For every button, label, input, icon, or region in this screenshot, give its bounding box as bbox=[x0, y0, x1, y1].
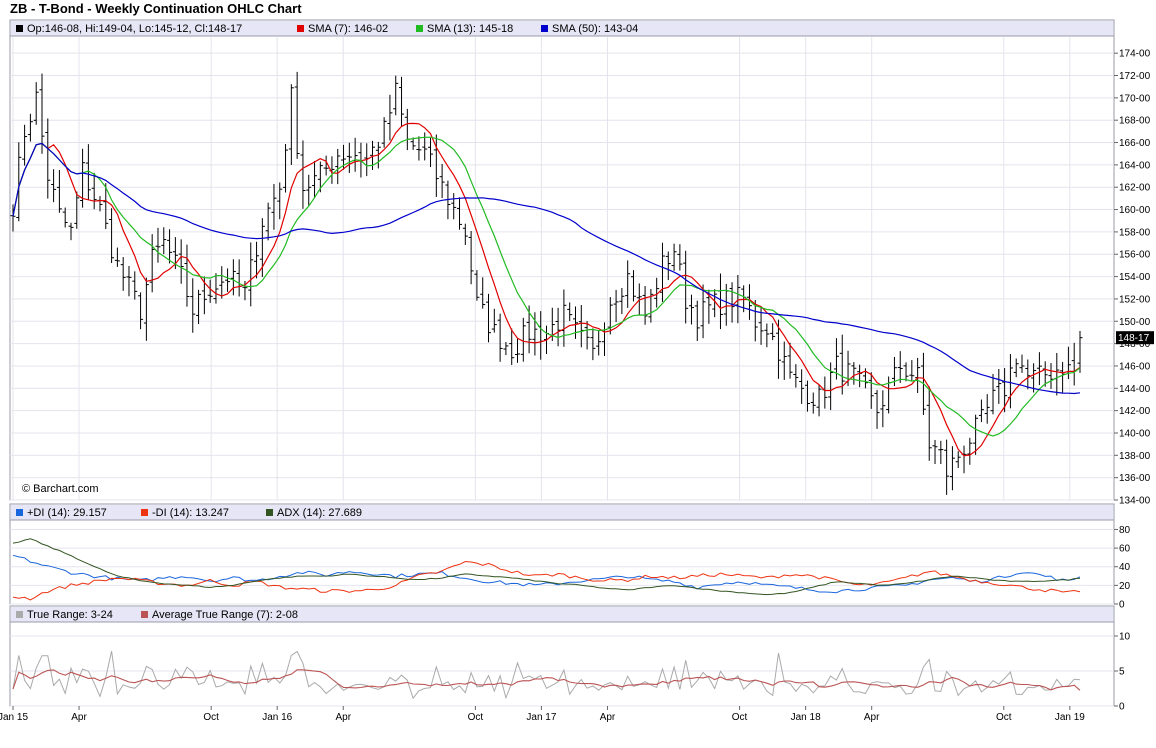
dmi-legend-band bbox=[11, 505, 1113, 520]
legend-swatch bbox=[266, 509, 273, 516]
y-tick-label: 136-00 bbox=[1119, 473, 1151, 484]
price-bars bbox=[10, 71, 1083, 495]
y-tick-label: 146-00 bbox=[1119, 361, 1151, 372]
legend-label: True Range: 3-24 bbox=[27, 609, 113, 621]
y-tick-label: 156-00 bbox=[1119, 250, 1151, 261]
x-tick-label: Apr bbox=[335, 712, 351, 723]
legend-swatch bbox=[16, 25, 23, 32]
y-tick-label: 170-00 bbox=[1119, 93, 1151, 104]
tr-grid bbox=[10, 635, 1114, 707]
x-tick-label: Jan 15 bbox=[0, 712, 28, 723]
legend-label: Op:146-08, Hi:149-04, Lo:145-12, Cl:148-… bbox=[27, 23, 242, 35]
y-tick-label: 174-00 bbox=[1119, 49, 1151, 60]
sma-7-line bbox=[12, 122, 1081, 457]
legend-label: SMA (50): 143-04 bbox=[552, 23, 638, 35]
dmi-legend: +DI (14): 29.157 -DI (14): 13.247 ADX (14)… bbox=[16, 507, 362, 519]
y-tick-label: 164-00 bbox=[1119, 160, 1151, 171]
plus-di-line bbox=[12, 554, 1081, 594]
x-tick-label: Oct bbox=[468, 712, 484, 723]
sma-50-line bbox=[12, 142, 1081, 395]
price-panel: Op:146-08, Hi:149-04, Lo:145-12, Cl:148-… bbox=[9, 19, 1154, 507]
x-tick-label: Apr bbox=[600, 712, 616, 723]
y-tick-label: 5 bbox=[1119, 667, 1125, 678]
y-tick-label: 160-00 bbox=[1119, 205, 1151, 216]
page-title: ZB - T-Bond - Weekly Continuation OHLC C… bbox=[10, 1, 302, 16]
y-tick-label: 150-00 bbox=[1119, 317, 1151, 328]
y-tick-label: 80 bbox=[1119, 525, 1131, 536]
x-tick-label: Oct bbox=[996, 712, 1012, 723]
legend-label: SMA (7): 146-02 bbox=[308, 23, 388, 35]
dmi-y-axis: 0 20 40 60 80 bbox=[1114, 525, 1131, 611]
y-tick-label: 148-00 bbox=[1119, 339, 1151, 350]
legend-swatch bbox=[16, 611, 23, 618]
dmi-lines bbox=[12, 538, 1081, 601]
legend-label: SMA (13): 145-18 bbox=[427, 23, 513, 35]
y-tick-label: 142-00 bbox=[1119, 406, 1151, 417]
y-tick-label: 20 bbox=[1119, 581, 1131, 592]
legend-swatch bbox=[141, 509, 148, 516]
last-price-label: 148-17 bbox=[1118, 333, 1150, 344]
legend-label: Average True Range (7): 2-08 bbox=[152, 609, 298, 621]
y-tick-label: 168-00 bbox=[1119, 116, 1151, 127]
sma-13-line bbox=[12, 136, 1081, 437]
y-tick-label: 172-00 bbox=[1119, 71, 1151, 82]
y-tick-label: 138-00 bbox=[1119, 451, 1151, 462]
x-tick-label: Oct bbox=[732, 712, 748, 723]
x-tick-label: Apr bbox=[71, 712, 87, 723]
tr-legend-band bbox=[11, 607, 1113, 622]
legend-swatch bbox=[16, 509, 23, 516]
y-tick-label: 140-00 bbox=[1119, 428, 1151, 439]
price-grid bbox=[10, 37, 1114, 501]
x-tick-label: Apr bbox=[864, 712, 880, 723]
y-tick-label: 0 bbox=[1119, 600, 1125, 611]
price-y-axis: 134-00 136-00 138-00 140-00 142-00 144-00 146-… bbox=[1114, 49, 1151, 507]
y-tick-label: 162-00 bbox=[1119, 183, 1151, 194]
x-tick-label: Jan 16 bbox=[262, 712, 292, 723]
x-tick-label: Jan 17 bbox=[526, 712, 556, 723]
true-range-panel: True Range: 3-24 Average True Range (7): … bbox=[9, 605, 1131, 713]
watermark: © Barchart.com bbox=[22, 483, 99, 495]
y-tick-label: 152-00 bbox=[1119, 294, 1151, 305]
y-tick-label: 134-00 bbox=[1119, 496, 1151, 507]
price-legend-band bbox=[11, 21, 1113, 36]
x-tick-label: Jan 19 bbox=[1055, 712, 1085, 723]
legend-label: -DI (14): 13.247 bbox=[152, 507, 229, 519]
x-tick-label: Oct bbox=[203, 712, 219, 723]
legend-swatch bbox=[141, 611, 148, 618]
sma-lines bbox=[12, 122, 1081, 457]
y-tick-label: 40 bbox=[1119, 562, 1131, 573]
y-tick-label: 154-00 bbox=[1119, 272, 1151, 283]
tr-lines bbox=[12, 650, 1081, 700]
y-tick-label: 144-00 bbox=[1119, 384, 1151, 395]
x-tick-label: Jan 18 bbox=[791, 712, 821, 723]
last-price-badge bbox=[1116, 331, 1154, 345]
tr-legend: True Range: 3-24 Average True Range (7): … bbox=[16, 609, 298, 621]
y-tick-label: 10 bbox=[1119, 632, 1131, 643]
tr-y-axis: 0 5 10 bbox=[1114, 632, 1131, 713]
legend-swatch bbox=[416, 25, 423, 32]
legend-label: ADX (14): 27.689 bbox=[277, 507, 362, 519]
legend-swatch bbox=[297, 25, 304, 32]
dmi-panel: +DI (14): 29.157 -DI (14): 13.247 ADX (14)… bbox=[9, 503, 1131, 611]
x-axis: Jan 15 Apr Oct Jan 16 Apr Oct Jan 17 Apr Oct Jan … bbox=[0, 706, 1085, 723]
legend-label: +DI (14): 29.157 bbox=[27, 507, 107, 519]
y-tick-label: 60 bbox=[1119, 544, 1131, 555]
y-tick-label: 166-00 bbox=[1119, 138, 1151, 149]
legend-swatch bbox=[541, 25, 548, 32]
price-legend: Op:146-08, Hi:149-04, Lo:145-12, Cl:148-… bbox=[16, 23, 638, 35]
atr-line bbox=[12, 669, 1081, 691]
adx-line bbox=[12, 538, 1081, 596]
true-range-line bbox=[12, 650, 1081, 700]
y-tick-label: 158-00 bbox=[1119, 227, 1151, 238]
y-tick-label: 0 bbox=[1119, 702, 1125, 713]
